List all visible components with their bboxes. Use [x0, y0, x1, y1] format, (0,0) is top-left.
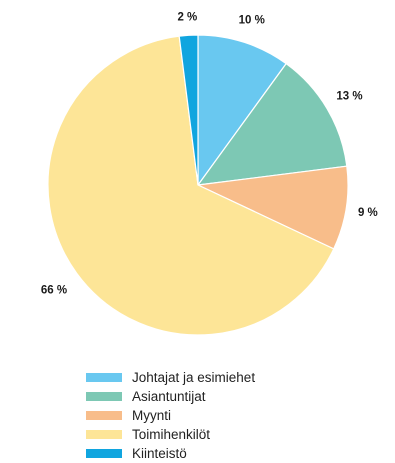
slice-label: 9 % — [358, 207, 378, 219]
legend-swatch — [86, 449, 122, 458]
legend-item-asiantuntijat: Asiantuntijat — [86, 387, 255, 406]
legend-item-johtajat: Johtajat ja esimiehet — [86, 368, 255, 387]
slice-label: 13 % — [336, 90, 362, 102]
legend-swatch — [86, 411, 122, 420]
pie-slice-myynti — [195, 165, 349, 250]
pie-slice-kiinteistö — [178, 34, 199, 186]
legend-label: Toimihenkilöt — [132, 427, 211, 442]
slice-label: 2 % — [177, 11, 197, 23]
legend-item-toimihenkilot: Toimihenkilöt — [86, 425, 255, 444]
slice-label: 66 % — [41, 285, 67, 297]
legend-label: Myynti — [132, 408, 172, 423]
slice-labels: 10 % 13 % 9 % 66 % 2 % — [41, 11, 378, 296]
legend-label: Asiantuntijat — [132, 389, 206, 404]
pie-slices — [47, 34, 349, 336]
pie-slice-toimihenkilöt — [47, 35, 335, 336]
legend-swatch — [86, 373, 122, 382]
legend-item-kiinteisto: Kiinteistö — [86, 444, 255, 463]
slice-label: 10 % — [239, 15, 265, 27]
legend-item-myynti: Myynti — [86, 406, 255, 425]
legend-label: Johtajat ja esimiehet — [132, 370, 256, 385]
legend-label: Kiinteistö — [132, 446, 187, 461]
pie-slice-johtajat-ja-esimiehet — [197, 34, 288, 187]
legend-swatch — [86, 430, 122, 439]
legend-swatch — [86, 392, 122, 401]
legend: Johtajat ja esimiehet Asiantuntijat Myyn… — [86, 368, 255, 463]
pie-slice-asiantuntijat — [196, 62, 348, 186]
